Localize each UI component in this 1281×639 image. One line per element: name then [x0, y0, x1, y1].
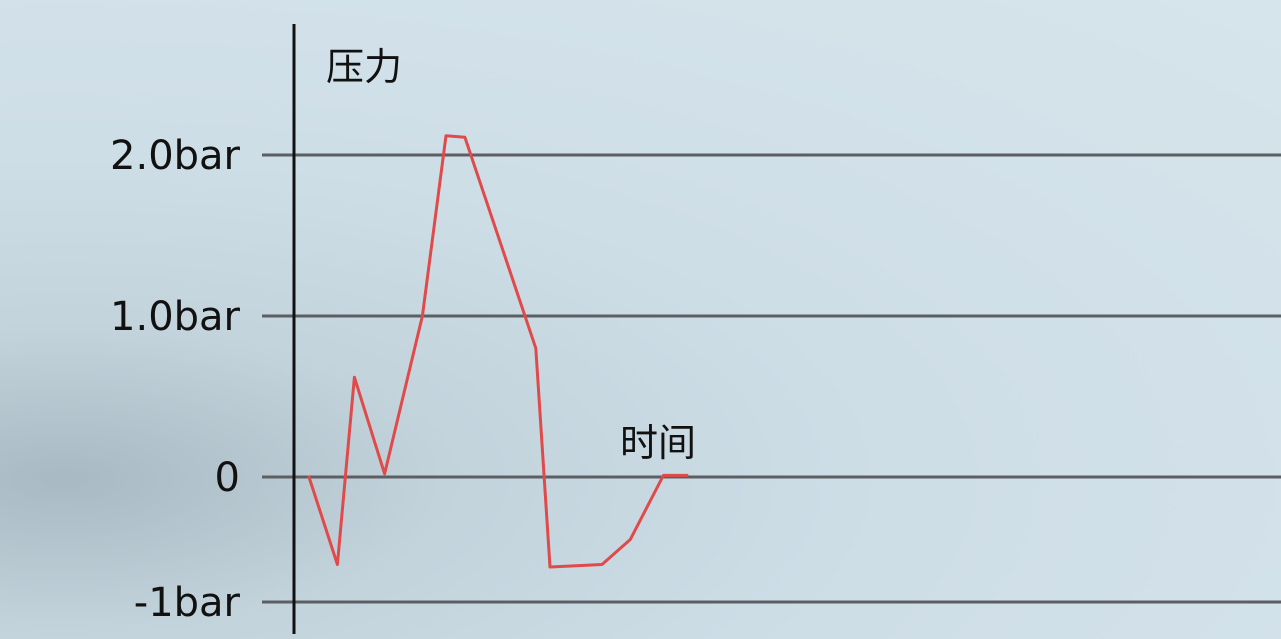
series-layer	[307, 134, 689, 569]
pressure-series-line	[307, 134, 689, 569]
y-tick-label: -1bar	[134, 580, 241, 626]
y-tick-labels: 2.0bar 1.0bar 0 -1bar	[110, 133, 241, 626]
x-axis-label: 时间	[620, 421, 696, 465]
y-tick-label: 2.0bar	[110, 133, 241, 179]
y-axis-label: 压力	[326, 45, 402, 89]
grid-lines	[262, 153, 1281, 604]
y-tick-label: 0	[215, 455, 240, 501]
y-tick-label: 1.0bar	[110, 294, 241, 340]
